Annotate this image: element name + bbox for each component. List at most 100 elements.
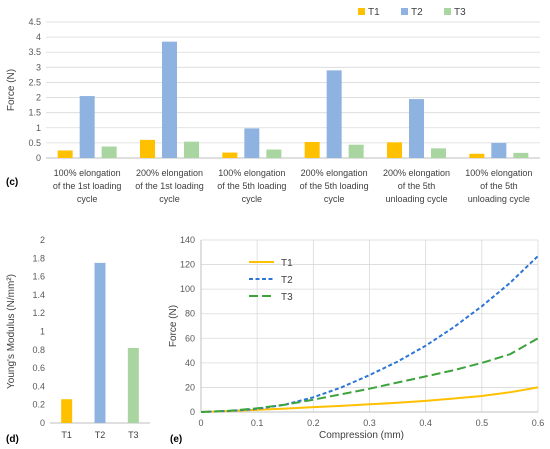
category-label: T3	[128, 430, 139, 440]
y-axis-label: Force (N)	[168, 305, 179, 347]
bar-t3	[127, 347, 139, 423]
category-label: cycle	[242, 194, 263, 204]
y-tick-label: 0.6	[32, 363, 45, 373]
y-axis-label: Force (N)	[6, 69, 17, 111]
legend-label-t2: T2	[281, 275, 293, 286]
bar-t1	[57, 150, 73, 158]
x-tick-label: 0.1	[251, 418, 264, 428]
y-tick-label: 20	[185, 382, 195, 392]
category-label: cycle	[159, 194, 180, 204]
panel-label-c: (c)	[6, 177, 18, 188]
category-label: of the 5th	[398, 181, 436, 191]
panel-label-d: (d)	[6, 434, 19, 445]
x-tick-label: 0.5	[476, 418, 489, 428]
chart-youngs-modulus: 0 0.2 0.4 0.6 0.8 1 1.2 1.4 1.6 1.8 2 Young's Modul…	[6, 235, 150, 440]
y-tick-label: 120	[180, 260, 195, 270]
bar-t3	[431, 148, 446, 158]
y-tick-label: 0	[190, 407, 195, 417]
legend-swatch-t2	[401, 8, 408, 15]
category-label: 200% elongation	[383, 168, 450, 178]
y-tick-label: 40	[185, 358, 195, 368]
y-tick-label: 60	[185, 333, 195, 343]
bar-t3	[184, 141, 199, 158]
bar-t1	[61, 399, 73, 423]
category-label: unloading cycle	[468, 194, 530, 204]
y-tick-label: 1.8	[32, 253, 45, 263]
legend-swatch-t1	[358, 8, 365, 15]
x-axis-label: Compression (mm)	[319, 430, 404, 441]
bar-t2	[244, 128, 260, 158]
bar-t2	[94, 262, 106, 423]
x-tick-label: 0	[198, 418, 203, 428]
category-label: T1	[61, 430, 72, 440]
panel-label-e: (e)	[170, 434, 182, 445]
category-label: 100% elongation	[465, 168, 532, 178]
category-label: of the 5th	[480, 181, 518, 191]
bar-t1	[222, 152, 238, 158]
y-tick-label: 1	[40, 327, 45, 337]
x-tick-label: 0.2	[307, 418, 320, 428]
category-label: 100% elongation	[218, 168, 285, 178]
bar-t1	[304, 141, 320, 158]
legend-swatch-t3	[444, 8, 451, 15]
bar-t1	[140, 139, 155, 158]
y-tick-label: 0.5	[28, 138, 41, 148]
bar-t2	[409, 99, 424, 158]
series-line-t3	[200, 337, 539, 413]
y-tick-label: 2.5	[28, 77, 41, 87]
y-tick-label: 1.6	[32, 272, 45, 282]
bar-t3	[513, 152, 529, 158]
y-tick-label: 1.5	[28, 108, 41, 118]
category-label: of the 5th loading	[217, 181, 286, 191]
y-tick-label: 80	[185, 309, 195, 319]
category-label: T2	[95, 430, 106, 440]
bar-t2	[326, 70, 342, 158]
bar-t2	[79, 96, 95, 158]
chart-force-compression: 0 20 40 60 80 100 120 140 0 0.1 0.2 0.3 0.4 0.5 0.6 Com…	[168, 235, 544, 441]
legend-label-t3: T3	[454, 7, 466, 18]
category-label: 200% elongation	[301, 168, 368, 178]
y-tick-label: 1.2	[32, 308, 45, 318]
y-axis-label: Young's Modulus (N/mm²)	[6, 274, 17, 389]
legend-label-t1: T1	[368, 7, 380, 18]
y-tick-label: 1	[36, 123, 41, 133]
category-label: of the 1st loading	[53, 181, 122, 191]
legend-label-t1: T1	[281, 258, 293, 269]
bar-t2	[491, 142, 507, 158]
y-tick-label: 0.4	[32, 381, 45, 391]
category-label: of the 5th loading	[300, 181, 369, 191]
bar-t1	[469, 153, 485, 158]
y-tick-label: 0	[40, 418, 45, 428]
y-tick-label: 140	[180, 235, 195, 245]
bar-t3	[101, 146, 117, 158]
category-label: cycle	[324, 194, 345, 204]
y-tick-label: 100	[180, 284, 195, 294]
series-line-t1	[200, 386, 539, 413]
y-tick-label: 3	[36, 62, 41, 72]
y-tick-label: 4	[36, 32, 41, 42]
bar-t3	[348, 144, 364, 158]
category-label: of the 1st loading	[135, 181, 204, 191]
x-tick-label: 0.4	[419, 418, 432, 428]
y-tick-label: 3.5	[28, 47, 41, 57]
legend-label-t3: T3	[281, 292, 293, 303]
x-tick-label: 0.3	[363, 418, 376, 428]
category-label: 200% elongation	[136, 168, 203, 178]
bar-t2	[162, 41, 177, 159]
y-tick-label: 2	[40, 235, 45, 245]
y-tick-label: 0	[36, 153, 41, 163]
x-tick-label: 0.6	[532, 418, 545, 428]
series-line-t2	[200, 255, 539, 413]
category-label: cycle	[77, 194, 98, 204]
y-tick-label: 0.8	[32, 345, 45, 355]
chart-force-bars: 0 0.5 1 1.5 2 2.5 3 3.5 4 4.5 Force (N) 100% elonga…	[6, 7, 540, 204]
bar-t3	[266, 149, 282, 158]
legend-label-t2: T2	[411, 7, 423, 18]
y-tick-label: 4.5	[28, 17, 41, 27]
category-label: unloading cycle	[385, 194, 447, 204]
y-tick-label: 0.2	[32, 400, 45, 410]
bar-t1	[387, 142, 402, 158]
category-label: 100% elongation	[54, 168, 121, 178]
y-tick-label: 2	[36, 93, 41, 103]
